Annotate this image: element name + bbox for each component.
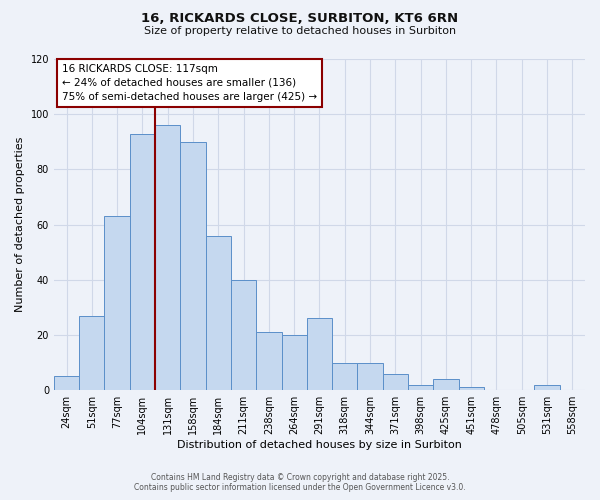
Bar xyxy=(383,374,408,390)
Bar xyxy=(231,280,256,390)
Bar xyxy=(458,388,484,390)
Bar xyxy=(256,332,281,390)
Bar xyxy=(206,236,231,390)
Bar xyxy=(79,316,104,390)
Bar xyxy=(433,379,458,390)
Bar xyxy=(130,134,155,390)
Text: Contains HM Land Registry data © Crown copyright and database right 2025.
Contai: Contains HM Land Registry data © Crown c… xyxy=(134,473,466,492)
X-axis label: Distribution of detached houses by size in Surbiton: Distribution of detached houses by size … xyxy=(177,440,462,450)
Bar xyxy=(54,376,79,390)
Bar xyxy=(408,384,433,390)
Bar xyxy=(181,142,206,390)
Bar xyxy=(155,125,181,390)
Text: 16, RICKARDS CLOSE, SURBITON, KT6 6RN: 16, RICKARDS CLOSE, SURBITON, KT6 6RN xyxy=(142,12,458,26)
Bar xyxy=(332,362,358,390)
Bar xyxy=(307,318,332,390)
Bar xyxy=(358,362,383,390)
Bar xyxy=(281,335,307,390)
Y-axis label: Number of detached properties: Number of detached properties xyxy=(15,137,25,312)
Text: Size of property relative to detached houses in Surbiton: Size of property relative to detached ho… xyxy=(144,26,456,36)
Bar xyxy=(535,384,560,390)
Bar xyxy=(104,216,130,390)
Text: 16 RICKARDS CLOSE: 117sqm
← 24% of detached houses are smaller (136)
75% of semi: 16 RICKARDS CLOSE: 117sqm ← 24% of detac… xyxy=(62,64,317,102)
